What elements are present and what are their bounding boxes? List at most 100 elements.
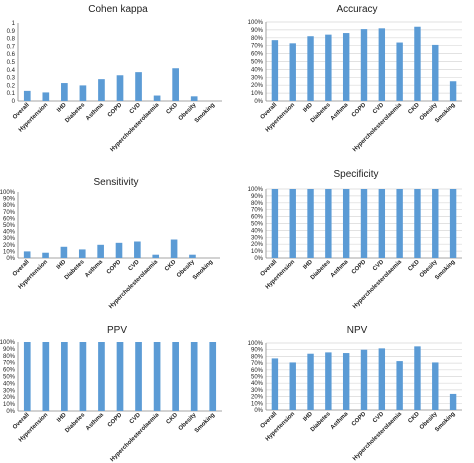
bar-hypercholesterolaemia [153,342,161,411]
x-tick-label: Diabetes [310,411,332,433]
chart-panel-1: Cohen kappa 0 0.1 0.20.3 0.4 0.5 0.6 0.70.8 0.9 1… [7,4,222,153]
bar-overall [23,251,31,258]
bar-cvd [135,72,142,101]
x-tick-label: COPD [351,259,368,276]
bar-ihd [60,246,68,258]
x-tick-label: Asthma [330,259,350,279]
bar-hypercholesterolaemia [153,95,161,101]
y-tick-label: 60% [251,215,264,221]
x-tick-label: IHD [302,259,314,271]
y-tick-label: 0.8 [7,37,16,43]
bar-diabetes [325,352,332,410]
bar-hypercholesterolaemia [396,42,403,101]
chart-panel-6: NPV0%10%20%30%40%50%60%70%80%90%100%Over… [248,325,462,462]
y-tick-label: 60% [251,368,264,374]
x-tick-label: CKD [407,259,421,273]
y-tick-label: 50% [251,222,264,228]
y-tick-label: 0.2 [7,83,16,89]
y-tick-label: 0.3 [7,76,16,82]
x-tick-label: CKD [407,411,421,425]
bar-overall [271,40,279,101]
y-tick-label: 30% [3,236,16,242]
bar-obesity [432,189,439,258]
bar-ckd [414,26,421,102]
y-tick-label: 0.1 [7,91,16,97]
y-tick-label: 100% [0,190,16,196]
bar-hypercholesterolaemia [396,189,403,258]
bar-copd [116,342,124,411]
y-tick-label: 30% [3,388,16,394]
y-tick-label: 90% [251,348,264,354]
x-tick-label: Smoking [194,412,216,434]
bar-hypertension [289,43,296,101]
bar-hypercholesterolaemia [152,254,160,258]
y-tick-label: 10% [251,401,264,407]
bar-ihd [307,189,314,258]
bar-ihd [61,83,68,101]
x-tick-label: CKD [164,259,178,273]
y-tick-label: 80% [251,354,264,360]
bar-hypertension [42,252,49,258]
bar-ckd [172,342,179,411]
x-tick-label: IHD [56,259,68,271]
y-tick-label: 20% [251,242,264,248]
y-tick-label: 40% [251,228,264,234]
bar-hypertension [289,362,296,410]
y-tick-label: 50% [251,60,264,66]
bar-asthma [97,244,104,258]
chart-panel-5: PPV0%10%20%30%40%50%60%70%80%90%100%Over… [0,325,222,463]
bar-hypercholesterolaemia [396,361,403,410]
bar-cvd [378,348,386,410]
y-tick-label: 30% [251,388,264,394]
chart-title: Sensitivity [93,177,138,188]
x-tick-label: Asthma [330,102,350,122]
x-tick-label: IHD [302,411,314,423]
y-tick-label: 20% [3,243,16,249]
y-tick-label: 0.4 [7,68,16,74]
bar-asthma [98,342,105,411]
x-tick-label: Smoking [434,102,456,124]
y-tick-label: 70% [3,361,16,367]
bar-copd [360,29,368,101]
bar-asthma [98,79,105,101]
y-tick-label: 0% [254,256,263,262]
y-tick-label: 40% [251,67,264,73]
y-tick-label: 70% [3,210,16,216]
bar-smoking [449,189,457,258]
chart-panel-2: Accuracy 0% 10% 20% 30% 40%50% 60% 70% 80% 90% 100… [248,4,462,153]
y-tick-label: 50% [3,375,16,381]
y-tick-label: 10% [3,402,16,408]
x-tick-label: CVD [372,102,386,116]
x-tick-label: COPD [351,411,368,428]
bar-ckd [414,346,421,410]
y-tick-label: 0% [254,408,263,414]
bar-copd [116,75,124,101]
x-tick-label: IHD [302,102,314,114]
chart-title: Specificity [333,169,378,180]
chart-panel-3: Sensitivity 0%10%20%30%40%50%60%70%80%90%… [0,177,220,310]
y-tick-label: 80% [251,36,264,42]
y-tick-label: 40% [3,381,16,387]
x-tick-label: CVD [372,259,386,273]
bar-asthma [342,189,350,258]
x-tick-label: Diabetes [310,259,332,281]
x-tick-label: Asthma [84,259,104,279]
y-tick-label: 100% [0,340,16,346]
x-tick-label: CVD [128,259,142,273]
x-tick-label: Smoking [434,411,456,433]
y-tick-label: 60% [3,368,16,374]
x-tick-label: CVD [129,412,143,426]
bar-diabetes [78,249,86,258]
y-tick-label: 1 [12,21,16,27]
bar-cvd [134,241,141,258]
bar-asthma [342,353,350,410]
x-tick-label: COPD [107,102,124,119]
y-tick-label: 0 [12,99,16,105]
bar-obesity [190,342,198,411]
bar-ckd [172,68,179,101]
chart-title: NPV [347,325,368,336]
y-tick-label: 0% [6,409,15,415]
x-tick-label: Diabetes [310,102,332,124]
chart-title: PPV [107,325,127,336]
y-tick-label: 60% [251,52,264,58]
